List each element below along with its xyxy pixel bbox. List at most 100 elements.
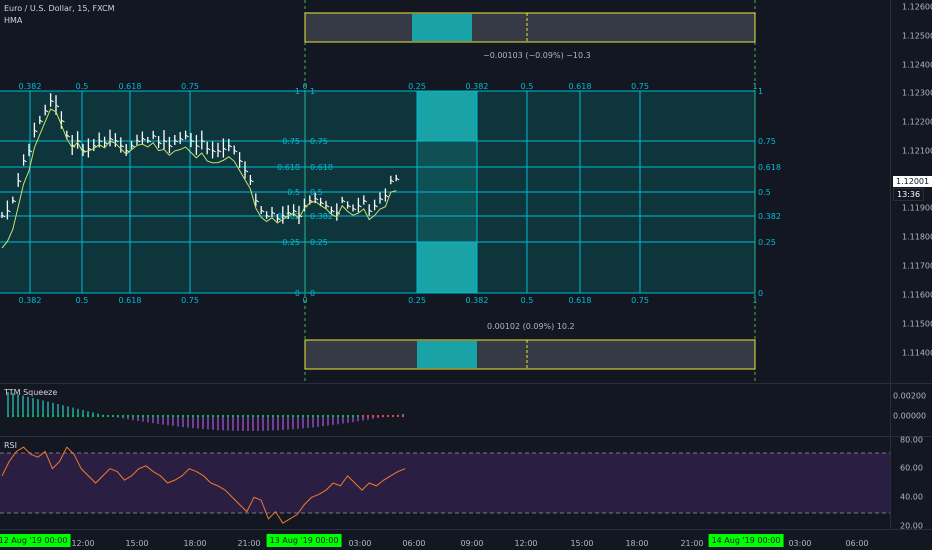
ttm-dot bbox=[76, 414, 80, 418]
price-tick-mark bbox=[374, 204, 378, 208]
price-tick-mark bbox=[131, 144, 135, 148]
fib-level-label: 0 bbox=[310, 289, 315, 298]
ttm-dot bbox=[281, 414, 285, 418]
ttm-dot bbox=[181, 414, 185, 418]
time-label: 03:00 bbox=[788, 539, 812, 548]
ttm-tick: 0.00200 bbox=[893, 391, 927, 401]
fib-level-label: 0 bbox=[758, 289, 763, 298]
fib-level-label: 0.5 bbox=[758, 188, 771, 197]
ttm-dot bbox=[196, 414, 200, 418]
time-label: 15:00 bbox=[570, 539, 594, 548]
price-tick: 1.11700 bbox=[902, 261, 932, 271]
ttm-dot bbox=[306, 414, 310, 418]
fib-level-label: 0.382 bbox=[310, 212, 333, 221]
ttm-dot bbox=[131, 414, 135, 418]
ttm-dot bbox=[311, 414, 315, 418]
price-tick-mark bbox=[271, 211, 276, 215]
price-tick-mark bbox=[174, 139, 179, 143]
price-tick-mark bbox=[120, 144, 125, 148]
price-tick-mark bbox=[169, 144, 173, 148]
measure-label-bottom: 0.00102 (0.09%) 10.2 bbox=[487, 322, 575, 331]
price-tick-mark bbox=[379, 197, 384, 201]
price-tick-mark bbox=[244, 169, 249, 173]
ttm-dot bbox=[171, 414, 175, 418]
ttm-dot bbox=[336, 414, 340, 418]
price-tick-mark bbox=[50, 99, 54, 103]
price-tick-mark bbox=[28, 149, 33, 153]
fib-level-label: 1 bbox=[310, 87, 315, 96]
fib-label: 0.75 bbox=[631, 82, 649, 91]
fib-label: 0.618 bbox=[119, 296, 142, 305]
price-tick: 1.11600 bbox=[902, 290, 932, 300]
ttm-dot bbox=[301, 414, 305, 418]
ttm-dot bbox=[56, 414, 60, 418]
ttm-dot bbox=[101, 414, 105, 418]
price-tick-mark bbox=[7, 209, 11, 213]
measure-highlight bbox=[412, 14, 472, 41]
fib-level-label: 0.5 bbox=[287, 188, 300, 197]
hma-legend[interactable]: HMA bbox=[4, 16, 23, 25]
ttm-dot bbox=[66, 414, 70, 418]
fib-label: 0.75 bbox=[631, 296, 649, 305]
ttm-axis[interactable] bbox=[890, 384, 932, 436]
fib-label: 0.5 bbox=[521, 296, 534, 305]
fib-level-label: 0.5 bbox=[310, 188, 323, 197]
rsi-axis[interactable] bbox=[890, 437, 932, 529]
price-tick-mark bbox=[23, 159, 27, 163]
ttm-dot bbox=[251, 414, 255, 418]
measure-box-bottom bbox=[304, 339, 756, 370]
fib-level-label: 0.25 bbox=[310, 238, 328, 247]
ttm-dot bbox=[381, 414, 385, 418]
price-tick-mark bbox=[325, 204, 330, 208]
ttm-dot bbox=[11, 414, 15, 418]
price-tick-mark bbox=[158, 141, 162, 145]
price-tick-mark bbox=[331, 209, 335, 213]
price-tick-mark bbox=[255, 199, 260, 203]
price-tick-mark bbox=[196, 144, 200, 148]
ttm-dot bbox=[146, 414, 150, 418]
fib-label: 0.382 bbox=[466, 296, 489, 305]
price-tick-mark bbox=[39, 119, 44, 123]
rsi-legend[interactable]: RSI bbox=[4, 441, 17, 450]
ttm-dot bbox=[61, 414, 65, 418]
ttm-dot bbox=[161, 414, 165, 418]
ttm-dot bbox=[121, 414, 125, 418]
fib-label: 0.618 bbox=[569, 296, 592, 305]
symbol-legend[interactable]: Euro / U.S. Dollar, 15, FXCM bbox=[4, 4, 115, 13]
fib-label: 0.25 bbox=[408, 82, 426, 91]
price-tick-mark bbox=[390, 179, 395, 183]
fib-label: 0.618 bbox=[119, 82, 142, 91]
countdown-badge: 13:36 bbox=[893, 188, 925, 201]
price-tick-mark bbox=[293, 209, 297, 213]
price-tick-mark bbox=[368, 209, 373, 213]
price-tick-mark bbox=[104, 141, 108, 145]
price-tick-mark bbox=[136, 139, 141, 143]
fib-level-label: 0.382 bbox=[758, 212, 781, 221]
price-tick: 1.11400 bbox=[902, 348, 932, 358]
time-label: 21:00 bbox=[680, 539, 704, 548]
price-tick-mark bbox=[77, 139, 81, 143]
ttm-dot bbox=[191, 414, 195, 418]
ttm-pane[interactable] bbox=[0, 384, 890, 436]
ttm-dot bbox=[156, 414, 160, 418]
price-tick: 1.12600 bbox=[902, 2, 932, 12]
fib-level-label: 0.618 bbox=[758, 163, 781, 172]
price-tick-mark bbox=[223, 147, 227, 151]
pane-separator[interactable] bbox=[0, 383, 932, 384]
fib-level-label: 0.25 bbox=[282, 238, 300, 247]
ttm-dot bbox=[356, 414, 360, 418]
pane-separator[interactable] bbox=[0, 436, 932, 437]
fib-label: 0.382 bbox=[466, 82, 489, 91]
price-tick-mark bbox=[212, 149, 216, 153]
price-tick-mark bbox=[352, 207, 357, 211]
ttm-dot bbox=[41, 414, 45, 418]
ttm-dot bbox=[246, 414, 250, 418]
ttm-dot bbox=[351, 414, 355, 418]
price-tick-mark bbox=[44, 109, 49, 113]
ttm-legend[interactable]: TTM Squeeze bbox=[4, 388, 58, 397]
ttm-dot bbox=[206, 414, 210, 418]
price-tick-mark bbox=[1, 214, 6, 218]
ttm-dot bbox=[276, 414, 280, 418]
ttm-dot bbox=[21, 414, 25, 418]
